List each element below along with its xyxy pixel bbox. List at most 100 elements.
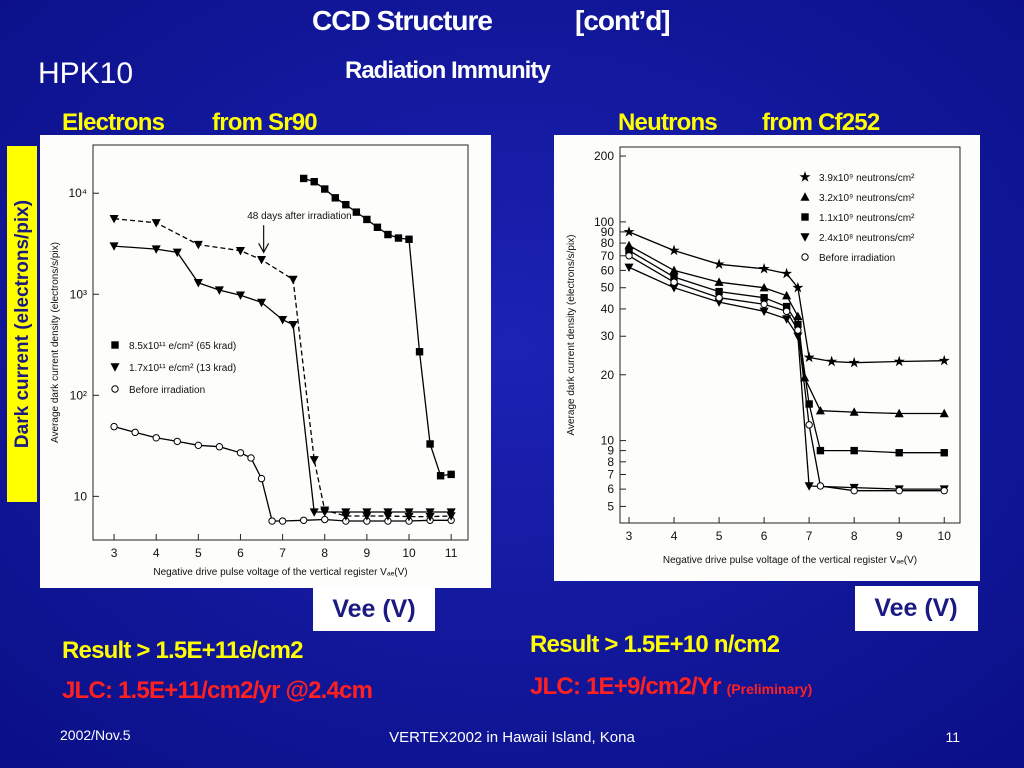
marker (309, 456, 319, 465)
marker (236, 449, 245, 457)
y-tick-label: 40 (601, 302, 615, 316)
marker (404, 512, 414, 522)
legend-marker (801, 213, 809, 221)
side-label-box (7, 146, 37, 502)
marker (214, 286, 224, 295)
legend-marker (800, 233, 810, 242)
y-tick-label: 30 (601, 329, 615, 343)
marker (362, 512, 372, 521)
marker (215, 443, 224, 451)
marker (782, 290, 792, 300)
marker (278, 517, 287, 525)
device-label: HPK10 (38, 57, 133, 90)
y-tick-label: 50 (601, 281, 615, 295)
marker (760, 294, 768, 302)
footer-event: VERTEX2002 in Hawaii Island, Kona (389, 729, 635, 746)
marker (940, 449, 948, 457)
legend-marker (111, 385, 119, 393)
marker (848, 356, 860, 368)
plot-frame (619, 146, 961, 524)
right-unit: Vee (V) (874, 594, 957, 622)
marker (352, 208, 361, 216)
marker (109, 214, 119, 224)
x-tick-label: 3 (626, 529, 633, 543)
x-tick-label: 9 (364, 546, 371, 560)
marker (109, 242, 119, 251)
right-jlc: JLC: 1E+9/cm2/Yr (530, 673, 721, 700)
marker (849, 407, 859, 416)
x-tick-label: 10 (938, 529, 952, 543)
marker (363, 215, 371, 224)
marker (425, 512, 435, 522)
x-tick-label: 4 (153, 546, 160, 560)
y-tick-label: 10⁴ (68, 186, 87, 200)
legend-label: 3.9x10⁹ neutrons/cm² (819, 173, 915, 184)
y-axis-label: Average dark current density (electrons/… (50, 242, 61, 443)
marker (895, 487, 903, 495)
marker (320, 506, 330, 515)
marker (895, 449, 903, 457)
marker (415, 348, 424, 356)
marker (624, 263, 634, 273)
right-source: from Cf252 (762, 109, 880, 136)
marker (715, 294, 723, 302)
left-result: Result > 1.5E+11e/cm2 (62, 637, 303, 664)
marker (321, 515, 329, 524)
y-tick-label: 10³ (70, 287, 87, 301)
x-tick-label: 3 (111, 546, 118, 560)
marker (815, 405, 825, 415)
x-tick-label: 10 (402, 546, 416, 560)
x-tick-label: 8 (851, 529, 858, 543)
marker (781, 267, 793, 279)
marker (623, 226, 635, 237)
marker (759, 307, 769, 317)
marker (235, 291, 246, 300)
marker (805, 400, 813, 408)
marker (131, 428, 139, 437)
marker (792, 281, 804, 293)
marker (793, 311, 803, 321)
marker (278, 316, 288, 325)
marker (426, 440, 434, 448)
side-label: Dark current (electrons/pix) (12, 200, 33, 448)
marker (172, 248, 182, 258)
legend-marker (110, 363, 120, 372)
marker (670, 278, 678, 286)
slide-title: CCD Structure (312, 5, 492, 36)
x-tick-label: 11 (445, 546, 458, 560)
marker (850, 446, 858, 455)
right-heading: Neutrons (618, 109, 717, 136)
marker (625, 252, 633, 260)
x-tick-label: 7 (279, 546, 286, 560)
x-tick-label: 4 (671, 529, 678, 543)
marker (760, 300, 768, 308)
marker (782, 307, 791, 316)
marker (803, 351, 815, 363)
annotation: 48 days after irradiation (247, 211, 352, 222)
left-unit-box (313, 588, 435, 631)
left-source: from Sr90 (212, 109, 317, 136)
marker (341, 512, 351, 521)
right-note: (Preliminary) (727, 681, 813, 697)
marker (394, 234, 403, 242)
marker (804, 482, 814, 491)
plot-frame (92, 144, 469, 541)
y-tick-label: 80 (601, 236, 615, 250)
x-tick-label: 6 (761, 529, 768, 543)
marker (151, 219, 161, 228)
right-jlc-line: JLC: 1E+9/cm2/Yr (Preliminary) (530, 673, 812, 700)
marker (447, 470, 455, 479)
marker (288, 275, 298, 285)
legend-label: 3.2x10⁹ neutrons/cm² (819, 193, 915, 204)
y-tick-label: 10 (74, 489, 88, 503)
marker (436, 472, 445, 480)
marker (310, 177, 318, 186)
y-tick-label: 6 (607, 482, 614, 496)
marker (299, 174, 308, 183)
annotation-arrow (258, 225, 270, 254)
marker (714, 277, 724, 286)
marker (758, 263, 770, 274)
legend-marker (801, 253, 809, 261)
legend-label: 8.5x10¹¹ e/cm² (65 krad) (129, 341, 236, 352)
marker (257, 474, 266, 483)
